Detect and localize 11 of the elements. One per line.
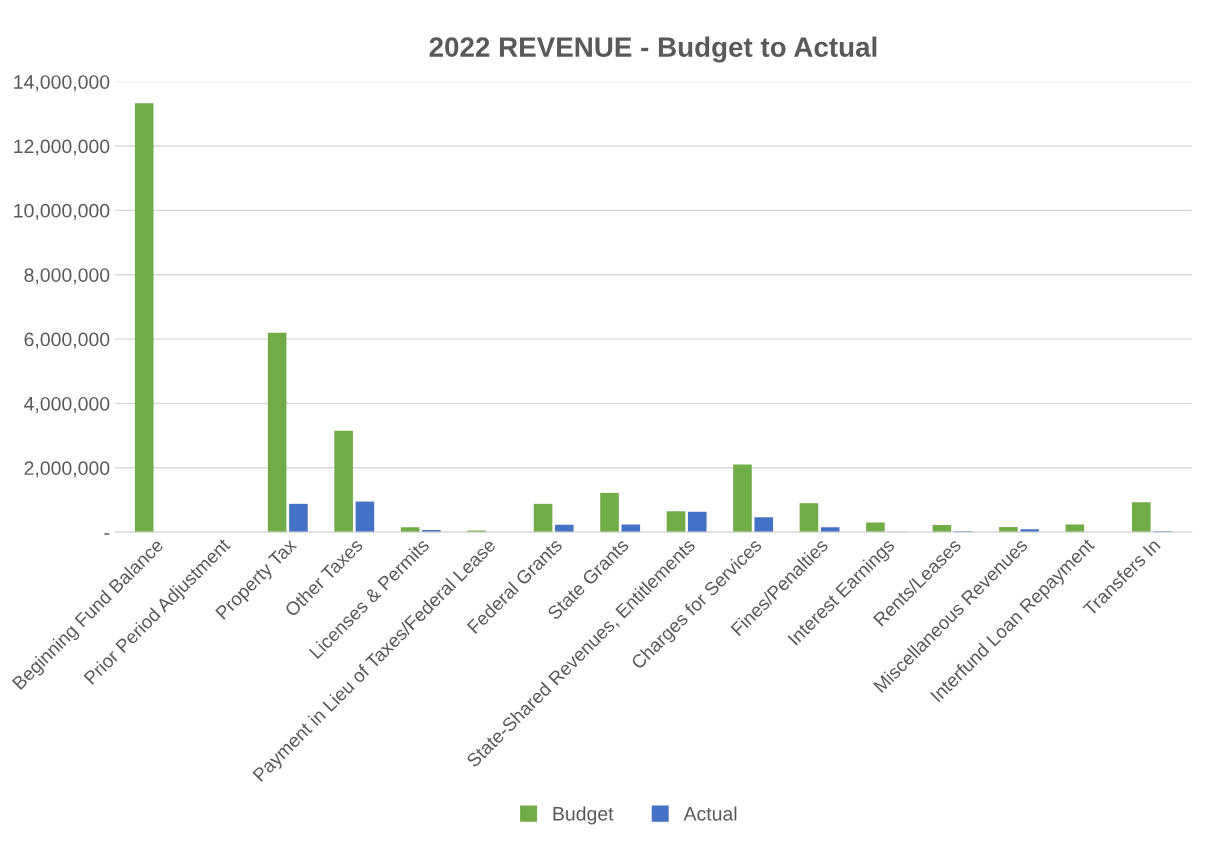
chart-title: 2022 REVENUE - Budget to Actual	[429, 36, 877, 63]
y-tick-label: 2,000,000	[24, 461, 110, 478]
legend-label: Budget	[553, 806, 614, 825]
y-tick-label: 14,000,000	[14, 75, 110, 92]
y-tick-label: 12,000,000	[14, 139, 110, 156]
y-tick-label: 4,000,000	[24, 396, 110, 413]
y-tick-label: 10,000,000	[14, 203, 110, 220]
legend-label: Actual	[683, 806, 737, 821]
y-tick-label: 8,000,000	[24, 268, 110, 285]
y-tick-label: 6,000,000	[24, 332, 110, 349]
y-tick-label: -	[104, 533, 110, 535]
